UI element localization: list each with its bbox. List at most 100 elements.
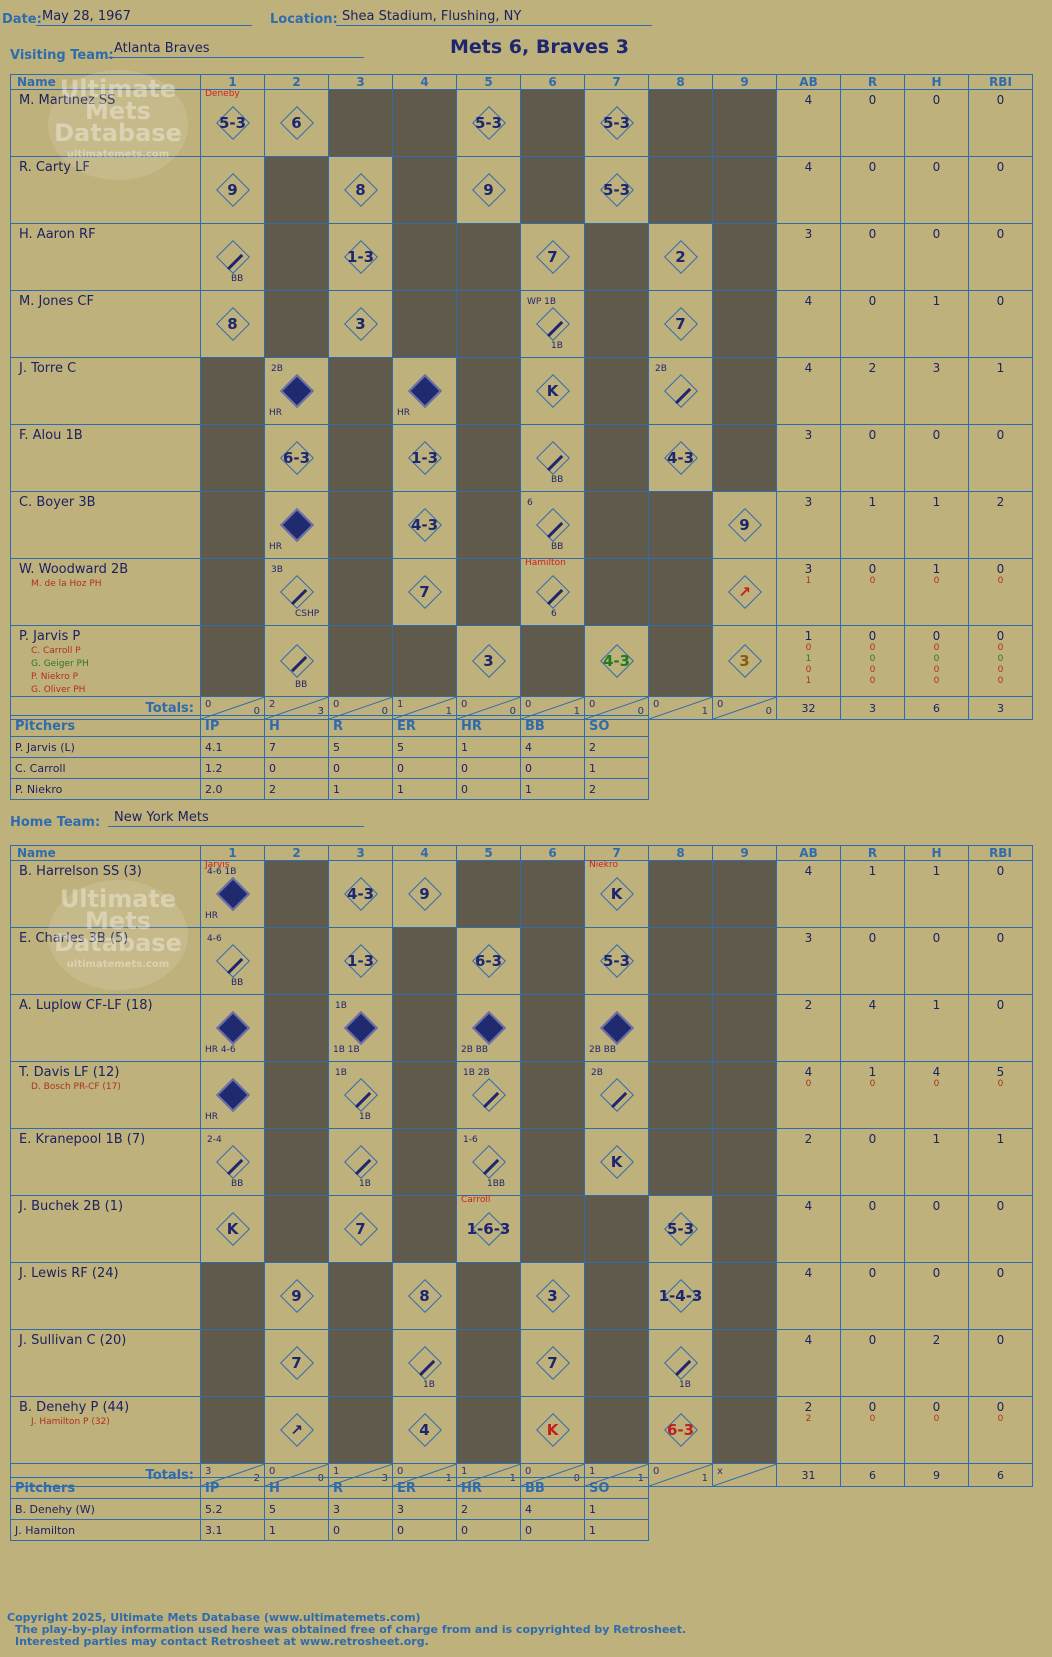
watermark-text: Mets [85, 97, 151, 125]
visitors-stat-cell: 4 [776, 89, 841, 157]
base-note: 1B [423, 1380, 435, 1390]
inning-runs: 1 [589, 1466, 596, 1477]
inning-hits: 1 [701, 706, 708, 717]
stat-value: 3 [804, 562, 813, 576]
visitors-pitcher-row: C. Carroll 1.2 0 0 0 0 0 1 [10, 757, 649, 779]
home-atbat-cell: HR 4-6 [200, 994, 265, 1062]
inning-hits: 0 [509, 706, 516, 717]
play-result: 4 [419, 1421, 430, 1439]
home-atbat-cell: 1B [328, 1128, 393, 1196]
home-player-name: B. Harrelson SS (3) [10, 860, 201, 928]
home-atbat-cell [392, 1061, 457, 1129]
play-result: K [226, 1220, 239, 1238]
pitch-col-header: ER [392, 1477, 457, 1499]
home-atbat-cell [712, 1396, 777, 1464]
home-atbat-cell [520, 1128, 585, 1196]
stat-value: 0 [933, 676, 940, 686]
play-result: 5-3 [602, 952, 631, 970]
base-note: 6 [551, 609, 557, 619]
pitcher-stat: 5.2 [200, 1498, 265, 1520]
base-note: HR [397, 408, 411, 418]
base-note: 1B [679, 1380, 691, 1390]
diamond-icon [599, 1078, 634, 1112]
stat-value: 0 [996, 998, 1005, 1012]
visitors-total-stat: 3 [840, 696, 905, 720]
stat-value: 0 [997, 1414, 1004, 1424]
visitors-player-name: H. Aaron RF [10, 223, 201, 291]
stat-value: 0 [868, 294, 877, 308]
visitors-stat-cell: 0 [840, 424, 905, 492]
stat-value: 4 [804, 1199, 813, 1213]
home-atbat-cell: 2B BB [456, 994, 521, 1062]
play-result: K [610, 1153, 623, 1171]
visitors-atbat-cell [200, 491, 265, 559]
stat-value: 0 [868, 227, 877, 241]
stat-value: 2 [932, 1333, 941, 1347]
home-atbat-cell [264, 1061, 329, 1129]
home-player-row: J. Lewis RF (24) 9 8 3 1-4-3 4 0 0 0 [10, 1262, 1033, 1330]
visitors-atbat-cell [648, 89, 713, 157]
watermark-url: ultimatemets.com [66, 959, 170, 970]
play-result: 1-4-3 [658, 1287, 703, 1305]
visitors-atbat-cell: ↗ [712, 558, 777, 626]
home-atbat-cell: K [200, 1195, 265, 1263]
inning-runs: 0 [653, 1466, 660, 1477]
visitors-total-stat: 32 [776, 696, 841, 720]
stat-value: 1 [932, 998, 941, 1012]
home-atbat-cell [520, 994, 585, 1062]
watermark-text: Database [54, 929, 182, 957]
home-stat-cell: 0 [968, 927, 1033, 995]
stat-value: 2 [805, 1414, 812, 1424]
visitors-atbat-cell: 3 [328, 290, 393, 358]
visitors-atbat-cell [264, 290, 329, 358]
play-result: 3 [355, 315, 366, 333]
home-pitcher-row: J. Hamilton 3.1 1 0 0 0 0 1 [10, 1519, 649, 1541]
inning-hits: 0 [637, 706, 644, 717]
pitcher-stat: 0 [456, 757, 521, 779]
inning-runs: 0 [269, 1466, 276, 1477]
home-atbat-cell [712, 860, 777, 928]
home-total-stat: 31 [776, 1463, 841, 1487]
stat-value: 0 [932, 1400, 941, 1414]
stat-value: 0 [997, 1079, 1004, 1089]
diamond-icon [215, 1145, 250, 1179]
play-result: K [546, 382, 559, 400]
home-atbat-cell: 9 [264, 1262, 329, 1330]
home-stat-cell: 0 [904, 1195, 969, 1263]
visitors-atbat-cell: 7 [520, 223, 585, 291]
home-atbat-cell [648, 1128, 713, 1196]
home-atbat-cell: HR [200, 1061, 265, 1129]
home-stat-cell: 0 [904, 927, 969, 995]
visitors-atbat-cell: BB [264, 625, 329, 697]
stat-value: 0 [869, 1414, 876, 1424]
pitch-col-header: HR [456, 715, 521, 737]
visitors-atbat-cell: HR [392, 357, 457, 425]
home-atbat-cell: 6-3 [648, 1396, 713, 1464]
visitors-atbat-cell: 9 [456, 156, 521, 224]
home-atbat-cell [648, 927, 713, 995]
pitcher-stat: 3.1 [200, 1519, 265, 1541]
inning-hits: 1 [701, 1473, 708, 1484]
visitors-atbat-cell: 6-3 [264, 424, 329, 492]
stat-value: 1 [868, 495, 877, 509]
home-stat-cell: 0 [840, 1195, 905, 1263]
play-result: 9 [419, 885, 430, 903]
visitors-stat-cell: 2 [968, 491, 1033, 559]
visitors-atbat-cell: 4-3 [648, 424, 713, 492]
play-result: 7 [547, 248, 558, 266]
pitcher-stat: 5 [264, 1498, 329, 1520]
visitors-atbat-cell: 5-3 [584, 156, 649, 224]
visitors-stat-cell: 0 [840, 89, 905, 157]
stat-value: 0 [805, 665, 812, 675]
home-stat-cell: 0 [840, 1329, 905, 1397]
stat-value: 0 [805, 643, 812, 653]
home-player-name: T. Davis LF (12) D. Bosch PR-CF (17) [10, 1061, 201, 1129]
play-result: 3 [739, 652, 750, 670]
visitors-atbat-cell [584, 424, 649, 492]
visitors-stat-header-0: AB [776, 74, 841, 90]
inning-hits: 1 [573, 706, 580, 717]
home-stat-cell: 4 [776, 1262, 841, 1330]
watermark-text: Ultimate [59, 75, 177, 103]
home-player-row: B. Harrelson SS (3) HR 4-6 1B Jarvis 4-3 9 K Ni… [10, 860, 1033, 928]
